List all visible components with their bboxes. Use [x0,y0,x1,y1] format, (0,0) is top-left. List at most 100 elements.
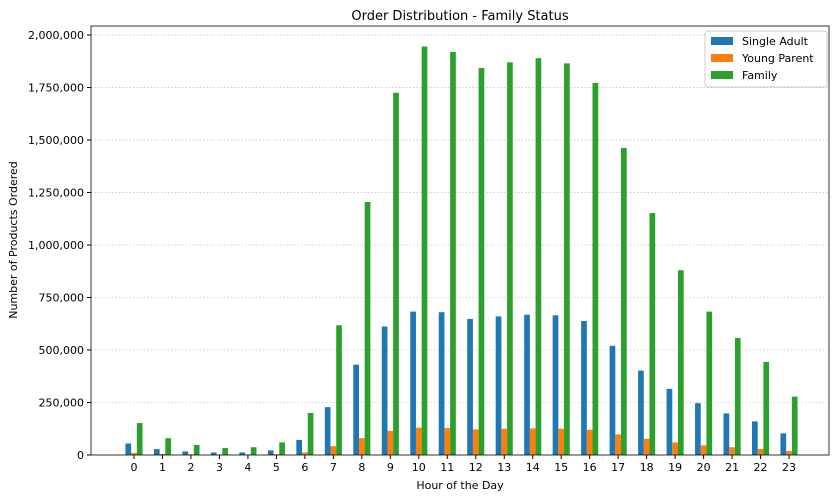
bar-family [450,52,456,455]
x-tick-label: 2 [187,461,194,474]
legend-swatch [711,71,733,79]
bars [125,47,797,455]
bar-family [365,202,371,455]
grid [91,35,829,402]
bar-young-parent [672,442,678,455]
legend-label: Single Adult [742,35,809,48]
bar-single-adult [610,346,616,455]
bar-single-adult [410,312,416,455]
y-tick-label: 0 [77,449,84,462]
bar-young-parent [501,429,507,455]
x-tick-label: 10 [412,461,426,474]
bar-family [792,397,798,455]
bar-family [279,442,285,455]
x-tick-label: 23 [782,461,796,474]
y-axis-label: Number of Products Ordered [7,161,20,319]
bar-young-parent [416,428,422,455]
bar-young-parent [331,446,337,455]
bar-single-adult [553,315,559,455]
bar-family [593,83,599,455]
x-tick-label: 20 [697,461,711,474]
bar-single-adult [524,315,530,455]
bar-single-adult [325,407,331,455]
bar-single-adult [439,312,445,455]
legend-label: Young Parent [741,52,814,65]
x-tick-label: 7 [330,461,337,474]
bar-young-parent [444,428,450,455]
bar-young-parent [587,430,593,455]
axes-frame [91,26,829,455]
bar-single-adult [125,443,131,455]
bar-family [222,448,228,455]
chart-title: Order Distribution - Family Status [351,9,568,24]
bar-young-parent [644,439,650,455]
y-tick-label: 1,000,000 [28,239,84,252]
x-tick-label: 14 [526,461,540,474]
x-tick-label: 15 [554,461,568,474]
bar-single-adult [296,440,302,455]
bar-family [536,58,542,455]
bar-family [308,413,314,455]
bar-family [393,93,399,455]
bar-young-parent [387,431,393,455]
legend-swatch [711,37,733,45]
bar-young-parent [558,429,564,455]
y-tick-label: 1,500,000 [28,134,84,147]
y-tick-label: 1,250,000 [28,187,84,200]
x-tick-label: 13 [497,461,511,474]
bar-single-adult [268,450,274,455]
bar-family [678,270,684,455]
bar-single-adult [353,365,359,455]
bar-single-adult [382,326,388,455]
bar-young-parent [359,438,365,455]
x-tick-label: 9 [387,461,394,474]
bar-family [165,438,171,455]
bar-family [251,447,257,455]
y-tick-label: 2,000,000 [28,29,84,42]
y-tick-label: 750,000 [39,292,85,305]
bar-young-parent [729,447,735,455]
bar-single-adult [780,433,786,455]
legend-swatch [711,54,733,62]
x-tick-label: 0 [131,461,138,474]
y-tick-label: 1,750,000 [28,82,84,95]
bar-single-adult [581,321,587,455]
x-tick-label: 19 [668,461,682,474]
bar-single-adult [638,371,644,455]
bar-young-parent [786,451,792,455]
bar-single-adult [724,413,730,455]
bar-young-parent [530,428,536,455]
bar-single-adult [154,449,160,455]
bar-family [194,445,200,455]
bar-family [137,423,143,455]
x-tick-label: 6 [301,461,308,474]
bar-family [735,338,741,455]
x-tick-label: 3 [216,461,223,474]
bar-family [763,362,769,455]
bar-single-adult [695,403,701,455]
x-tick-label: 16 [583,461,597,474]
y-tick-label: 250,000 [39,397,85,410]
x-tick-label: 8 [358,461,365,474]
bar-young-parent [473,429,479,455]
bar-family [621,148,627,455]
legend-label: Family [742,69,778,82]
bar-single-adult [496,316,502,455]
bar-single-adult [752,421,758,455]
bar-single-adult [667,389,673,455]
legend: Single Adult Young Parent Family [705,31,827,87]
x-tick-label: 4 [244,461,251,474]
x-tick-label: 17 [611,461,625,474]
bar-family [564,63,570,455]
x-axis-label: Hour of the Day [416,479,504,492]
bar-single-adult [467,319,473,455]
x-tick-label: 12 [469,461,483,474]
bar-family [649,213,655,455]
x-tick-label: 22 [754,461,768,474]
x-tick-label: 1 [159,461,166,474]
x-tick-label: 21 [725,461,739,474]
bar-young-parent [758,449,764,455]
bar-family [479,68,485,455]
